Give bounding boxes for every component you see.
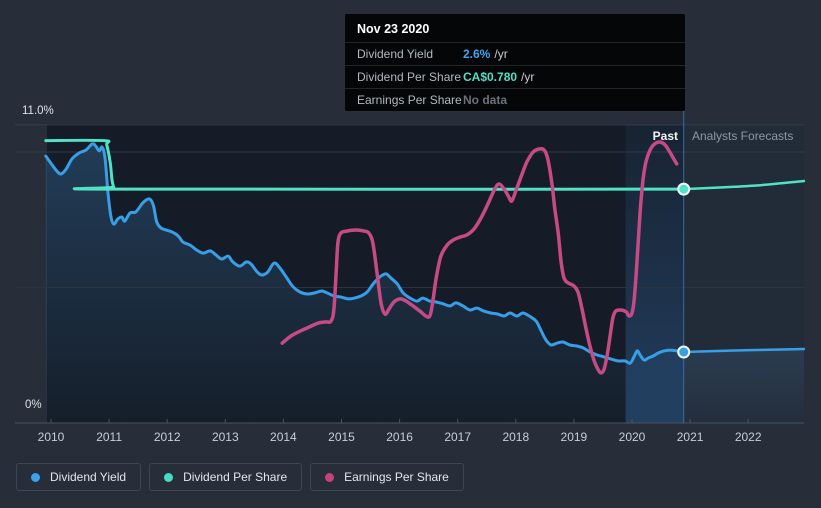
legend-item-label: Dividend Per Share [183,470,288,484]
tooltip-row-label: Dividend Yield [357,47,434,61]
x-axis-year-label: 2022 [734,430,762,444]
y-axis-top-label: 11.0% [22,105,54,117]
tooltip-row-unit: /yr [494,47,508,61]
legend-item-earnings-per-share[interactable]: Earnings Per Share [310,463,464,491]
x-axis-year-label: 2016 [386,430,413,444]
legend-color-dot [31,472,40,482]
x-axis-year-label: 2015 [328,430,355,444]
x-axis-year-label: 2017 [444,430,472,444]
x-axis-year-label: 2014 [270,430,297,444]
tooltip-row-unit: /yr [521,70,535,84]
tooltip-row-label: Earnings Per Share [357,93,462,107]
dividend-yield-area-forecast [683,349,804,423]
x-axis-year-label: 2020 [618,430,646,444]
tooltip-row-label: Dividend Per Share [357,70,462,84]
x-axis-year-label: 2018 [502,430,530,444]
chart-legend: Dividend Yield Dividend Per Share Earnings… [16,463,464,491]
x-axis-year-label: 2010 [37,430,65,444]
dividend-per-share-line [44,138,686,191]
legend-color-dot [164,472,174,482]
tooltip-row-value: 2.6% [463,47,491,61]
x-axis-year-label: 2011 [96,430,122,444]
dividend-yield-line [44,142,686,365]
legend-item-dividend-yield[interactable]: Dividend Yield [16,463,142,491]
dividend-yield-forecast-line [682,347,806,354]
legend-item-label: Earnings Per Share [344,470,449,484]
legend-item-label: Dividend Yield [50,470,127,484]
tooltip-row: Dividend Per Share CA$0.780/yr [345,65,685,88]
legend-item-dividend-per-share[interactable]: Dividend Per Share [149,463,303,491]
analysts-forecasts-section-label: Analysts Forecasts [692,129,794,143]
x-axis-year-label: 2021 [676,430,704,444]
tooltip-row-value: CA$0.780 [463,70,518,84]
x-axis-year-label: 2012 [153,430,181,444]
dividend-yield-area-past [45,143,684,423]
earnings-per-share-line [280,140,679,375]
dividend-per-share-forecast-line [682,179,806,191]
chart-tooltip: Nov 23 2020 Dividend Yield 2.6%/yr Dividen… [345,14,685,111]
legend-color-dot [325,472,335,482]
y-axis-zero-label: 0% [25,399,42,411]
tooltip-row: Earnings Per Share No data [345,88,685,111]
x-axis-year-label: 2019 [560,430,588,444]
tooltip-row: Dividend Yield 2.6%/yr [345,42,685,65]
dividend-per-share-marker [677,182,691,196]
tooltip-date: Nov 23 2020 [357,22,430,36]
dividend-yield-marker [677,345,691,359]
tooltip-row-value: No data [463,93,508,107]
past-section-label: Past [652,129,678,143]
x-axis-year-label: 2013 [211,430,239,444]
